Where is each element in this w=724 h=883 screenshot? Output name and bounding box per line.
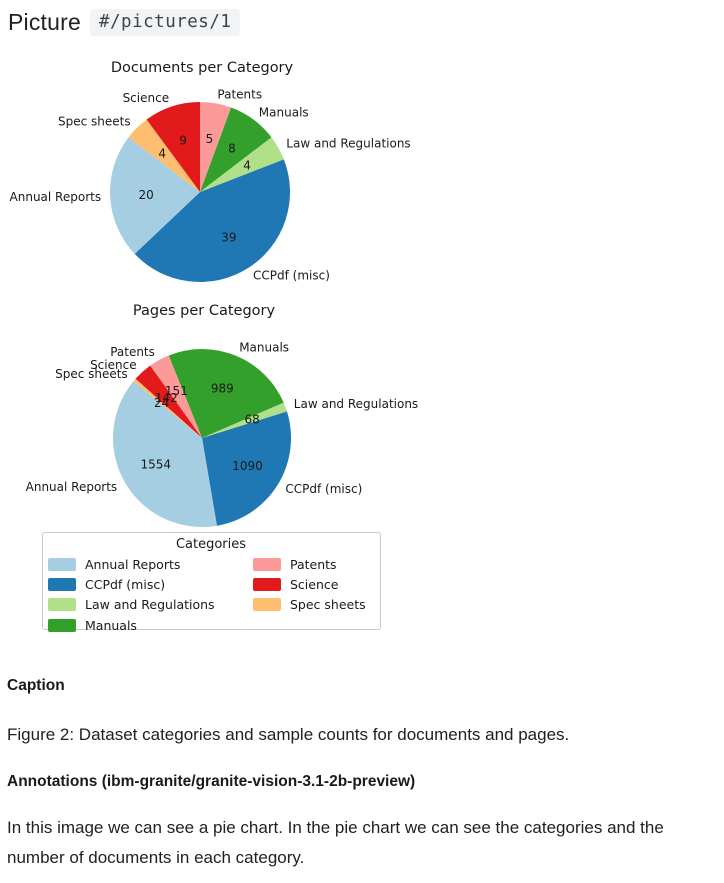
slice-label-ccpdf-misc: CCPdf (misc) — [253, 269, 330, 283]
slice-label-annual-reports: Annual Reports — [10, 190, 102, 204]
slice-label-spec-sheets: Spec sheets — [55, 367, 128, 381]
slice-value-science: 9 — [179, 134, 187, 148]
pie-slice-manuals — [200, 107, 272, 192]
slice-value-law-and-regulations: 68 — [244, 412, 259, 426]
legend-swatch-spec-sheets — [253, 598, 281, 612]
slice-value-science: 142 — [155, 391, 178, 405]
legend-item: Law and Regulations — [48, 597, 253, 612]
pie-slice-ccpdf-misc — [202, 411, 292, 526]
slice-label-manuals: Manuals — [259, 105, 309, 119]
legend-label: Patents — [290, 556, 337, 572]
slice-value-annual-reports: 1554 — [141, 458, 172, 472]
slice-label-science: Science — [90, 358, 137, 372]
legend-grid: Annual Reports CCPdf (misc) Law and Regu… — [48, 554, 374, 636]
figure: 5 Patents 8 Manuals 4 Law and Regulations 39 CC… — [0, 55, 430, 637]
legend-item: Manuals — [48, 618, 253, 633]
legend-label: Annual Reports — [85, 556, 181, 572]
legend-swatch-ccpdf-misc — [48, 578, 76, 592]
documents-pie-chart: 5 Patents 8 Manuals 4 Law and Regulations 39 CC… — [10, 60, 411, 283]
legend-item: Patents — [253, 557, 374, 572]
pie-slice-annual-reports — [112, 381, 217, 527]
slice-label-law-and-regulations: Law and Regulations — [294, 397, 418, 411]
pie-slice-manuals — [168, 348, 284, 438]
legend-item: Spec sheets — [253, 597, 374, 612]
pie-slice-patents — [200, 102, 232, 192]
legend-label: Manuals — [85, 617, 137, 633]
slice-label-patents: Patents — [217, 88, 262, 102]
legend-label: Spec sheets — [290, 597, 366, 613]
pie-slice-law-and-regulations — [202, 402, 287, 438]
legend-item: Science — [253, 577, 374, 592]
slice-value-law-and-regulations: 4 — [243, 159, 251, 173]
legend-swatch-patents — [253, 557, 281, 571]
pie-slice-law-and-regulations — [200, 137, 284, 192]
slice-label-law-and-regulations: Law and Regulations — [286, 137, 410, 151]
annotations-text: In this image we can see a pie chart. In… — [7, 818, 664, 867]
pie-slice-ccpdf-misc — [134, 159, 290, 282]
caption-text: Figure 2: Dataset categories and sample … — [7, 725, 570, 744]
slice-value-manuals: 8 — [228, 142, 236, 156]
slice-label-science: Science — [123, 91, 170, 105]
slice-label-ccpdf-misc: CCPdf (misc) — [285, 482, 362, 496]
chart-title-pages-per-category: Pages per Category — [133, 303, 276, 319]
chart-legend: Categories Annual Reports CCPdf (misc) L… — [42, 532, 381, 633]
legend-swatch-manuals — [48, 618, 76, 632]
pie-slice-patents — [150, 355, 202, 438]
legend-swatch-science — [253, 578, 281, 592]
legend-item: CCPdf (misc) — [48, 577, 253, 592]
annotations-heading: Annotations (ibm-granite/granite-vision-… — [7, 773, 416, 790]
pages-pie-chart: 989 Manuals 68 Law and Regulations 1090 CCPdf… — [26, 303, 418, 527]
slice-label-annual-reports: Annual Reports — [26, 480, 118, 494]
slice-value-spec-sheets: 24 — [154, 396, 169, 410]
slice-value-annual-reports: 20 — [138, 188, 153, 202]
legend-swatch-annual-reports — [48, 557, 76, 571]
slice-value-patents: 151 — [165, 384, 188, 398]
pie-slice-science — [135, 365, 202, 438]
chart-title-documents-per-category: Documents per Category — [111, 60, 294, 76]
slice-label-spec-sheets: Spec sheets — [58, 114, 131, 128]
slice-value-manuals: 989 — [211, 382, 234, 396]
legend-item: Annual Reports — [48, 557, 253, 572]
legend-label: Science — [290, 577, 339, 593]
caption-heading: Caption — [7, 677, 65, 694]
slice-value-spec-sheets: 4 — [158, 147, 166, 161]
pie-slice-science — [146, 102, 200, 192]
page-header: Picture #/pictures/1 — [8, 9, 241, 36]
page-title: Picture — [8, 9, 81, 35]
picture-reference-chip: #/pictures/1 — [89, 9, 241, 36]
slice-label-manuals: Manuals — [239, 340, 289, 354]
slice-label-patents: Patents — [110, 345, 155, 359]
legend-title: Categories — [175, 537, 247, 552]
pie-slice-annual-reports — [110, 137, 200, 254]
slice-value-patents: 5 — [206, 132, 214, 146]
pie-slice-spec-sheets — [128, 119, 200, 192]
slice-value-ccpdf-misc: 1090 — [232, 459, 263, 473]
slice-value-ccpdf-misc: 39 — [221, 231, 236, 245]
pie-charts-canvas: 5 Patents 8 Manuals 4 Law and Regulations 39 CC… — [10, 60, 418, 527]
legend-label: CCPdf (misc) — [85, 577, 166, 593]
legend-swatch-law-and-regulations — [48, 598, 76, 612]
legend-label: Law and Regulations — [85, 597, 215, 613]
pie-slice-spec-sheets — [133, 378, 202, 438]
